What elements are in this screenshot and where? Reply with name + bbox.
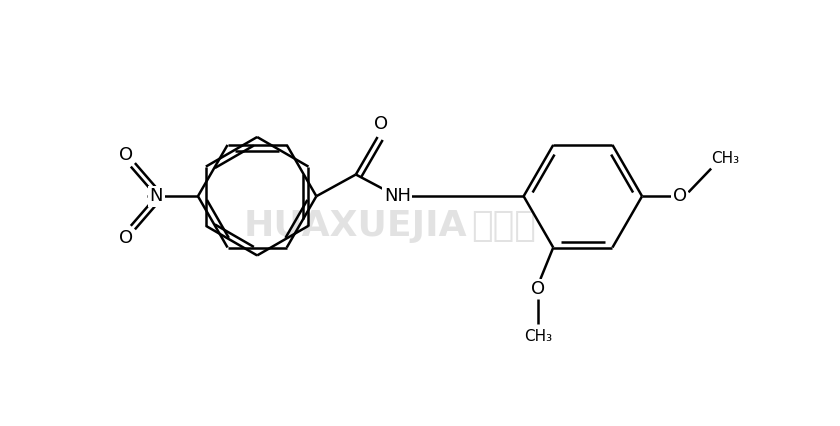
Text: NH: NH: [384, 187, 411, 205]
Text: O: O: [375, 115, 389, 133]
Text: CH₃: CH₃: [711, 151, 739, 166]
Text: O: O: [118, 146, 133, 164]
Text: N: N: [150, 187, 163, 205]
Text: HUAXUEJIA: HUAXUEJIA: [244, 209, 468, 243]
Text: O: O: [673, 187, 686, 205]
Text: O: O: [118, 229, 133, 247]
Text: CH₃: CH₃: [524, 329, 553, 344]
Text: O: O: [532, 280, 545, 298]
Text: 化学加: 化学加: [471, 209, 536, 243]
